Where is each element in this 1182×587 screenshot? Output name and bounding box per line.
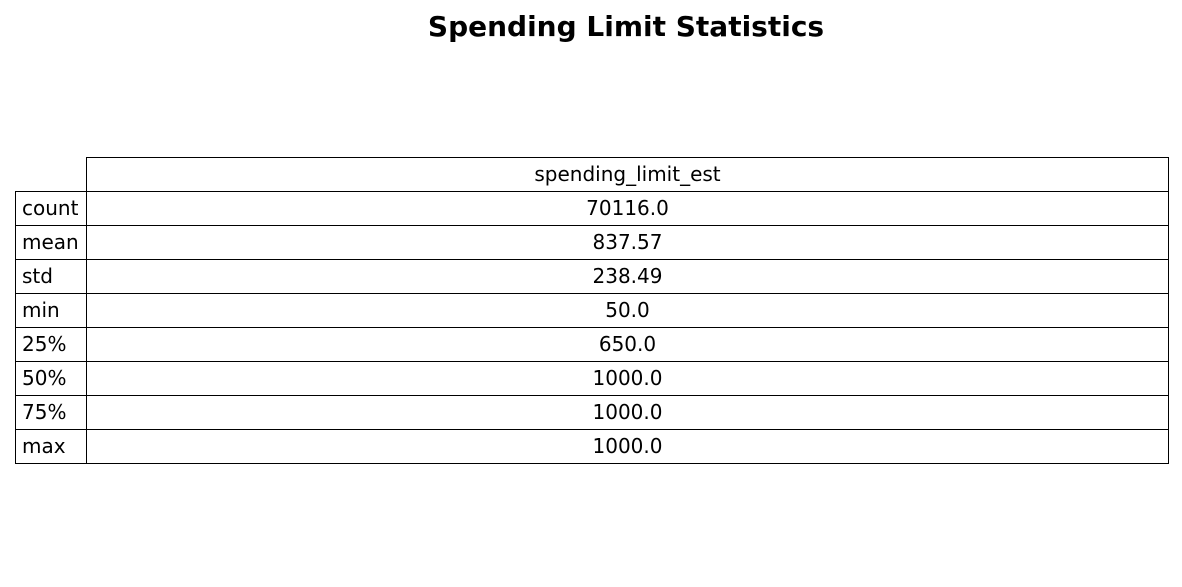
table-cell: 650.0: [86, 327, 1169, 362]
table-cell: 1000.0: [86, 429, 1169, 464]
row-label: std: [15, 259, 87, 294]
row-label: 75%: [15, 395, 87, 430]
row-label: max: [15, 429, 87, 464]
row-label: 50%: [15, 361, 87, 396]
table-row: 25% 650.0: [15, 327, 1169, 362]
table-cell: 1000.0: [86, 395, 1169, 430]
table-cell: 50.0: [86, 293, 1169, 328]
table-row: mean 837.57: [15, 225, 1169, 260]
table-row: 75% 1000.0: [15, 395, 1169, 430]
column-header: spending_limit_est: [86, 157, 1169, 192]
table-corner-cell: [16, 158, 87, 192]
row-label: mean: [15, 225, 87, 260]
row-label: min: [15, 293, 87, 328]
row-label: count: [15, 191, 87, 226]
table-header-row: spending_limit_est: [16, 157, 1169, 192]
table-cell: 70116.0: [86, 191, 1169, 226]
table-row: count 70116.0: [15, 191, 1169, 226]
table-row: 50% 1000.0: [15, 361, 1169, 396]
row-label: 25%: [15, 327, 87, 362]
table-row: max 1000.0: [15, 429, 1169, 464]
table-cell: 1000.0: [86, 361, 1169, 396]
chart-title: Spending Limit Statistics: [427, 10, 825, 43]
table-cell: 238.49: [86, 259, 1169, 294]
statistics-table: spending_limit_est count 70116.0 mean 83…: [15, 157, 1169, 464]
table-row: min 50.0: [15, 293, 1169, 328]
table-row: std 238.49: [15, 259, 1169, 294]
table-cell: 837.57: [86, 225, 1169, 260]
